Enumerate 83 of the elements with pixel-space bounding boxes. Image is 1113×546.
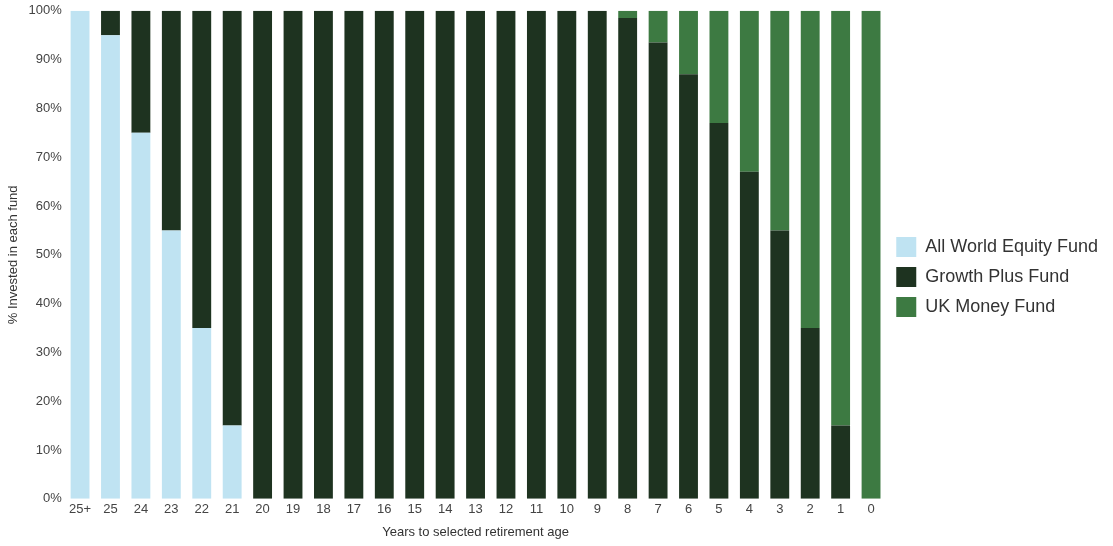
x-tick-label: 16 bbox=[377, 501, 392, 517]
x-tick-label: 3 bbox=[776, 501, 784, 517]
y-tick-label: 60% bbox=[35, 197, 63, 213]
y-tick-label: 40% bbox=[35, 295, 63, 311]
bar bbox=[679, 74, 698, 499]
y-tick-label: 30% bbox=[35, 343, 63, 359]
bar bbox=[161, 230, 181, 499]
bar bbox=[587, 10, 607, 499]
x-tick-label: 2 bbox=[806, 501, 814, 517]
x-tick-label: 9 bbox=[593, 501, 601, 517]
x-tick-label: 6 bbox=[684, 501, 693, 517]
bar bbox=[831, 10, 851, 426]
y-axis-title: % Invested in each fund bbox=[5, 185, 21, 325]
bar bbox=[557, 10, 577, 499]
bar bbox=[648, 10, 668, 43]
bar bbox=[101, 35, 120, 499]
y-tick-label: 50% bbox=[35, 246, 63, 262]
x-tick-label: 19 bbox=[285, 501, 301, 517]
bar bbox=[800, 328, 820, 499]
y-tick-label: 100% bbox=[28, 2, 63, 18]
x-tick-label: 23 bbox=[164, 501, 179, 517]
bar bbox=[526, 10, 546, 499]
x-tick-label: 20 bbox=[255, 501, 270, 517]
bar bbox=[770, 230, 790, 499]
bar bbox=[70, 10, 90, 499]
y-tick-label: 70% bbox=[35, 148, 63, 164]
x-tick-label: 18 bbox=[316, 501, 331, 517]
bar bbox=[344, 10, 364, 499]
legend-label: Growth Plus Fund bbox=[925, 265, 1070, 286]
bar bbox=[405, 10, 425, 499]
bar bbox=[435, 10, 455, 499]
bar bbox=[131, 10, 151, 133]
x-tick-label: 5 bbox=[715, 501, 723, 517]
x-tick-label: 12 bbox=[498, 501, 514, 517]
bar bbox=[800, 10, 820, 328]
bar bbox=[739, 10, 759, 172]
x-tick-label: 15 bbox=[407, 501, 422, 517]
bar bbox=[192, 328, 212, 499]
x-axis-title: Years to selected retirement age bbox=[382, 523, 569, 539]
x-tick-label: 0 bbox=[867, 501, 875, 517]
y-tick-label: 80% bbox=[35, 99, 63, 115]
legend-label: UK Money Fund bbox=[925, 295, 1056, 316]
bar bbox=[161, 10, 181, 231]
bar bbox=[101, 10, 120, 36]
x-tick-label: 4 bbox=[745, 501, 753, 517]
bar bbox=[496, 10, 516, 499]
x-tick-label: 25 bbox=[103, 501, 118, 517]
bar bbox=[374, 10, 394, 499]
x-tick-label: 10 bbox=[559, 501, 575, 517]
bar bbox=[222, 10, 242, 426]
bar bbox=[466, 10, 485, 499]
x-tick-label: 24 bbox=[133, 501, 149, 517]
x-tick-label: 7 bbox=[654, 501, 662, 517]
bar bbox=[192, 10, 212, 328]
bar bbox=[222, 425, 242, 499]
x-tick-label: 11 bbox=[529, 501, 544, 517]
y-tick-label: 10% bbox=[35, 441, 63, 457]
y-tick-label: 90% bbox=[35, 51, 63, 67]
bar bbox=[679, 10, 698, 75]
bar bbox=[283, 10, 303, 499]
x-tick-label: 8 bbox=[624, 501, 632, 517]
x-tick-label: 21 bbox=[224, 501, 240, 517]
x-tick-label: 14 bbox=[437, 501, 453, 517]
bar bbox=[131, 132, 151, 499]
x-tick-label: 13 bbox=[468, 501, 483, 517]
bar bbox=[739, 171, 759, 499]
x-tick-label: 22 bbox=[194, 501, 209, 517]
bar bbox=[648, 42, 668, 499]
bar bbox=[770, 10, 790, 231]
x-tick-label: 17 bbox=[346, 501, 362, 517]
legend-label: All World Equity Fund bbox=[925, 235, 1099, 256]
bar bbox=[618, 18, 638, 499]
bar bbox=[831, 425, 851, 499]
bar bbox=[253, 10, 273, 499]
bar bbox=[709, 123, 729, 499]
y-tick-label: 0% bbox=[43, 490, 63, 506]
bar bbox=[861, 10, 881, 499]
y-tick-label: 20% bbox=[35, 392, 63, 408]
x-tick-label: 25+ bbox=[69, 501, 92, 517]
bar bbox=[314, 10, 333, 499]
x-tick-label: 1 bbox=[837, 501, 845, 517]
bar bbox=[618, 10, 638, 19]
bar bbox=[709, 10, 729, 124]
